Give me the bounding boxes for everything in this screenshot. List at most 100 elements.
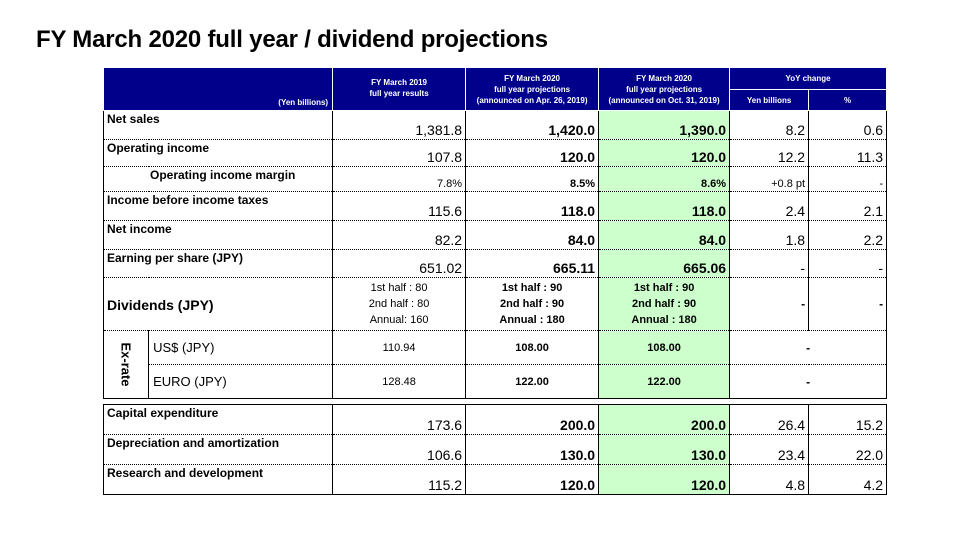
cell-yoy-yen: 2.4 [729, 191, 810, 221]
cell-yoy-pct: - [808, 249, 888, 278]
cell-yoy-pct: 2.1 [808, 191, 888, 221]
cell-yoy-pct: 15.2 [808, 404, 888, 435]
cell-fy2020-oct: 118.0 [598, 191, 731, 221]
cell-fy2020-oct: 84.0 [598, 220, 731, 250]
cell-fy2020-oct: 200.0 [598, 404, 731, 435]
cell-fy2020-apr: 120.0 [465, 464, 600, 495]
header-line: full year projections [494, 84, 571, 94]
dividend-line: 1st half : 90 [633, 282, 695, 294]
dividend-line: 1st half : 80 [370, 282, 428, 294]
cell-yoy-pct: - [808, 166, 888, 192]
cell-fy2020-apr: 1st half : 90 2nd half : 90 Annual : 180 [465, 277, 600, 331]
cell-fy2019: 1,381.8 [332, 110, 467, 140]
row-label: Income before income taxes [102, 191, 334, 221]
exrate-row-euro: EURO (JPY) 128.48 122.00 122.00 - [104, 364, 888, 399]
table-row: Earning per share (JPY) 651.02 665.11 66… [102, 249, 888, 278]
cell-fy2020-oct: 8.6% [598, 166, 731, 192]
row-label: US$ (JPY) [148, 330, 334, 365]
unit-label: (Yen billions) [278, 98, 329, 107]
table-row: Capital expenditure 173.6 200.0 200.0 26… [102, 404, 888, 435]
table-row: Research and development 115.2 120.0 120… [102, 464, 888, 495]
cell-fy2020-apr: 8.5% [465, 166, 600, 192]
cell-yoy-yen: 23.4 [729, 434, 810, 465]
row-label: Net sales [102, 110, 334, 140]
row-label: Research and development [102, 464, 334, 495]
cell-fy2020-apr: 120.0 [465, 139, 600, 167]
row-label: Operating income [102, 139, 334, 167]
row-label: Operating income margin [102, 166, 334, 192]
dividend-line: 2nd half : 80 [368, 298, 430, 310]
cell-fy2019: 1st half : 80 2nd half : 80 Annual: 160 [332, 277, 467, 331]
cell-fy2019: 7.8% [332, 166, 467, 192]
header-yoy-yen: Yen billions [729, 89, 810, 111]
header-line: (announced on Oct. 31, 2019) [608, 95, 720, 105]
cell-yoy-pct: 2.2 [808, 220, 888, 250]
table-row: Operating income margin 7.8% 8.5% 8.6% +… [102, 166, 888, 192]
cell-fy2020-apr: 130.0 [465, 434, 600, 465]
cell-fy2019: 128.48 [332, 364, 467, 399]
cell-yoy-pct: 22.0 [808, 434, 888, 465]
header-fy2019-results: FY March 2019 full year results [332, 67, 467, 111]
projections-table: (Yen billions) FY March 2019 full year r… [102, 67, 888, 495]
row-label: Capital expenditure [102, 404, 334, 435]
row-label: Dividends (JPY) [102, 277, 334, 331]
cell-fy2020-apr: 1,420.0 [465, 110, 600, 140]
cell-yoy-pct: 11.3 [808, 139, 888, 167]
table-row: Net sales 1,381.8 1,420.0 1,390.0 8.2 0.… [102, 110, 888, 140]
cell-fy2020-oct: 120.0 [598, 139, 731, 167]
section-gap [103, 398, 887, 405]
header-line: FY March 2019 [371, 78, 428, 87]
cell-fy2020-oct: 122.00 [598, 364, 731, 399]
cell-fy2019: 107.8 [332, 139, 467, 167]
cell-fy2020-oct: 108.00 [598, 330, 731, 365]
cell-fy2020-apr: 200.0 [465, 404, 600, 435]
cell-fy2020-oct: 130.0 [598, 434, 731, 465]
dividend-line: Annual: 160 [369, 314, 429, 326]
dividend-line: 1st half : 90 [501, 282, 563, 294]
cell-fy2020-oct: 120.0 [598, 464, 731, 495]
cell-fy2020-apr: 108.00 [465, 330, 600, 365]
dividend-line: Annual : 180 [499, 314, 565, 326]
header-yoy-pct: % [808, 89, 888, 111]
header-line: full year projections [626, 84, 703, 94]
table-row: Depreciation and amortization 106.6 130.… [102, 434, 888, 465]
cell-fy2019: 110.94 [332, 330, 467, 365]
unit-header: (Yen billions) [102, 67, 334, 111]
cell-fy2020-apr: 665.11 [465, 249, 600, 278]
dividends-row: Dividends (JPY) 1st half : 80 2nd half :… [102, 277, 888, 331]
row-label: Earning per share (JPY) [102, 249, 334, 278]
header-line: FY March 2020 [636, 73, 693, 83]
cell-fy2019: 115.6 [332, 191, 467, 221]
cell-fy2020-oct: 1,390.0 [598, 110, 731, 140]
header-fy2020-oct: FY March 2020 full year projections (ann… [598, 67, 731, 111]
cell-fy2020-apr: 118.0 [465, 191, 600, 221]
header-yoy-change: YoY change [729, 67, 888, 90]
cell-yoy-yen: 1.8 [729, 220, 810, 250]
cell-yoy-yen: - [729, 249, 810, 278]
cell-fy2020-oct: 1st half : 90 2nd half : 90 Annual : 180 [598, 277, 731, 331]
cell-fy2019: 115.2 [332, 464, 467, 495]
header-line: (announced on Apr. 26, 2019) [476, 95, 588, 105]
cell-yoy-yen: - [729, 277, 810, 331]
cell-yoy-pct: - [808, 277, 888, 331]
cell-fy2020-apr: 84.0 [465, 220, 600, 250]
exrate-row-usd: Ex-rate US$ (JPY) 110.94 108.00 108.00 - [102, 330, 888, 399]
header-line: FY March 2020 [504, 73, 561, 83]
cell-yoy-yen: 26.4 [729, 404, 810, 435]
cell-yoy-pct: 0.6 [808, 110, 888, 140]
cell-fy2019: 173.6 [332, 404, 467, 435]
cell-fy2020-apr: 122.00 [465, 364, 600, 399]
cell-fy2019: 106.6 [332, 434, 467, 465]
table-row: Net income 82.2 84.0 84.0 1.8 2.2 [102, 220, 888, 250]
table-row: Operating income 107.8 120.0 120.0 12.2 … [102, 139, 888, 167]
cell-fy2019: 82.2 [332, 220, 467, 250]
table-row: Income before income taxes 115.6 118.0 1… [102, 191, 888, 221]
dividend-line: 2nd half : 90 [631, 298, 697, 310]
header-fy2020-apr: FY March 2020 full year projections (ann… [465, 67, 600, 111]
exrate-label: Ex-rate [102, 330, 150, 399]
cell-yoy-pct: 4.2 [808, 464, 888, 495]
row-label: EURO (JPY) [148, 364, 334, 399]
row-label: Depreciation and amortization [102, 434, 334, 465]
dividend-line: 2nd half : 90 [499, 298, 565, 310]
cell-yoy-yen: 12.2 [729, 139, 810, 167]
